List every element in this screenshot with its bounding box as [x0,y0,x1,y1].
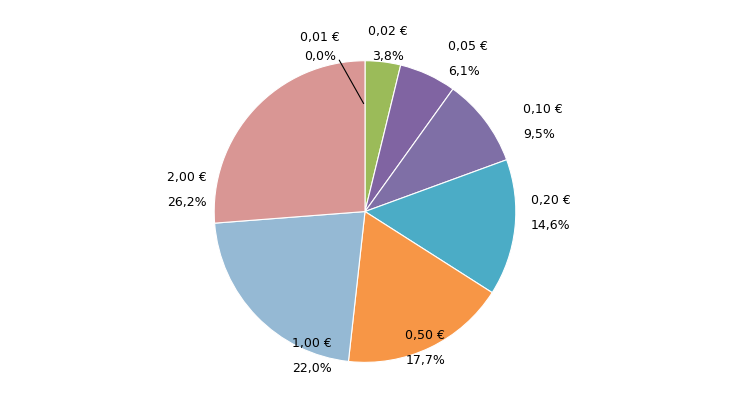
Text: 0,0%: 0,0% [304,49,336,63]
Wedge shape [215,212,365,362]
Text: 17,7%: 17,7% [405,353,445,366]
Text: 22,0%: 22,0% [292,361,332,374]
Text: 2,00 €: 2,00 € [167,171,207,183]
Text: 1,00 €: 1,00 € [292,336,332,349]
Text: 0,20 €: 0,20 € [531,193,571,206]
Text: 0,01 €: 0,01 € [300,31,339,43]
Wedge shape [214,62,365,224]
Text: 14,6%: 14,6% [531,218,571,231]
Wedge shape [365,160,516,293]
Wedge shape [365,66,453,212]
Text: 3,8%: 3,8% [372,49,404,63]
Wedge shape [365,90,507,212]
Text: 0,05 €: 0,05 € [448,40,488,52]
Text: 0,50 €: 0,50 € [405,328,445,342]
Wedge shape [348,212,492,362]
Text: 9,5%: 9,5% [523,128,556,141]
Text: 0,02 €: 0,02 € [368,25,407,38]
Text: 0,10 €: 0,10 € [523,103,563,116]
Wedge shape [365,62,401,212]
Text: 26,2%: 26,2% [167,196,207,209]
Text: 6,1%: 6,1% [448,65,480,78]
